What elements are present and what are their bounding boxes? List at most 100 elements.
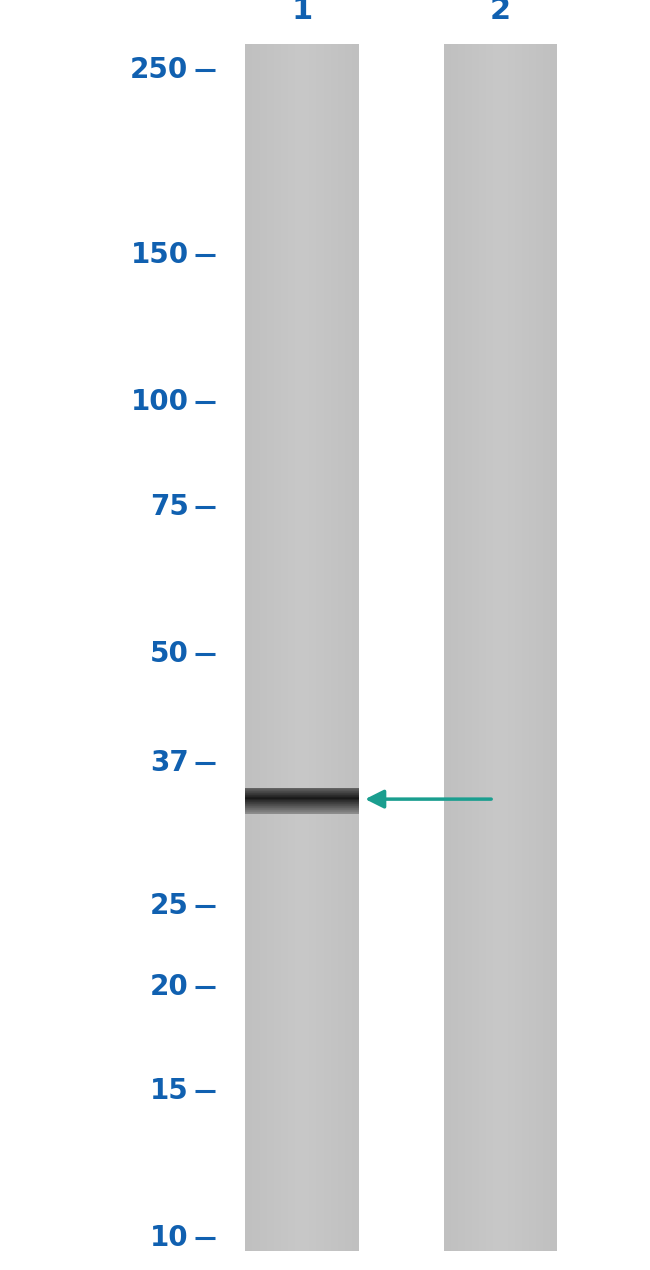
Bar	[523, 44, 525, 1251]
Bar	[315, 44, 317, 1251]
Text: 1: 1	[292, 0, 313, 25]
Bar	[282, 44, 284, 1251]
Bar	[263, 44, 264, 1251]
Bar	[488, 44, 489, 1251]
Bar	[264, 44, 265, 1251]
Bar	[325, 44, 326, 1251]
Bar	[508, 44, 509, 1251]
Bar	[452, 44, 454, 1251]
Text: 20: 20	[150, 973, 188, 1001]
Bar	[349, 44, 350, 1251]
Bar	[543, 44, 545, 1251]
Bar	[320, 44, 322, 1251]
Bar	[450, 44, 452, 1251]
Bar	[313, 44, 315, 1251]
Bar	[278, 44, 280, 1251]
Bar	[250, 44, 251, 1251]
Bar	[271, 44, 272, 1251]
Bar	[275, 44, 277, 1251]
Bar	[295, 44, 296, 1251]
Bar	[292, 44, 294, 1251]
Bar	[247, 44, 248, 1251]
Bar	[503, 44, 505, 1251]
Bar	[496, 44, 498, 1251]
Bar	[318, 44, 319, 1251]
Bar	[288, 44, 289, 1251]
Bar	[532, 44, 533, 1251]
Bar	[521, 44, 522, 1251]
Text: 250: 250	[130, 56, 188, 84]
Bar	[265, 44, 266, 1251]
Bar	[465, 44, 467, 1251]
Bar	[302, 44, 304, 1251]
Bar	[291, 44, 292, 1251]
Bar	[546, 44, 547, 1251]
Bar	[536, 44, 538, 1251]
Bar	[551, 44, 552, 1251]
Bar	[335, 44, 337, 1251]
Bar	[458, 44, 460, 1251]
Bar	[473, 44, 475, 1251]
Bar	[456, 44, 458, 1251]
Bar	[514, 44, 515, 1251]
Bar	[319, 44, 320, 1251]
Text: 150: 150	[131, 241, 188, 269]
Bar	[254, 44, 255, 1251]
Bar	[301, 44, 302, 1251]
Bar	[547, 44, 549, 1251]
Bar	[309, 44, 311, 1251]
Bar	[461, 44, 462, 1251]
Bar	[469, 44, 471, 1251]
Bar	[478, 44, 479, 1251]
Bar	[339, 44, 341, 1251]
Bar	[460, 44, 461, 1251]
Bar	[517, 44, 519, 1251]
Bar	[516, 44, 517, 1251]
Text: 2: 2	[490, 0, 511, 25]
Bar	[324, 44, 325, 1251]
Bar	[331, 44, 332, 1251]
Bar	[443, 44, 445, 1251]
Bar	[541, 44, 543, 1251]
Bar	[493, 44, 495, 1251]
Bar	[489, 44, 491, 1251]
Bar	[274, 44, 275, 1251]
Bar	[491, 44, 492, 1251]
Bar	[510, 44, 512, 1251]
Bar	[354, 44, 355, 1251]
Bar	[289, 44, 291, 1251]
Bar	[462, 44, 463, 1251]
Bar	[505, 44, 506, 1251]
Bar	[549, 44, 551, 1251]
Bar	[479, 44, 480, 1251]
Bar	[322, 44, 324, 1251]
Bar	[530, 44, 532, 1251]
Bar	[294, 44, 295, 1251]
Bar	[255, 44, 257, 1251]
Bar	[268, 44, 270, 1251]
Bar	[528, 44, 529, 1251]
Bar	[445, 44, 447, 1251]
Bar	[272, 44, 274, 1251]
Bar	[526, 44, 528, 1251]
Bar	[512, 44, 514, 1251]
Bar	[502, 44, 503, 1251]
Bar	[538, 44, 539, 1251]
Bar	[312, 44, 313, 1251]
Bar	[338, 44, 339, 1251]
Bar	[355, 44, 356, 1251]
Bar	[552, 44, 553, 1251]
Bar	[554, 44, 556, 1251]
Bar	[330, 44, 331, 1251]
Bar	[317, 44, 318, 1251]
Bar	[356, 44, 358, 1251]
Bar	[545, 44, 546, 1251]
Text: 37: 37	[150, 749, 188, 777]
Bar	[252, 44, 254, 1251]
Bar	[522, 44, 523, 1251]
Bar	[308, 44, 309, 1251]
Bar	[277, 44, 278, 1251]
Bar	[534, 44, 536, 1251]
Bar	[341, 44, 342, 1251]
Bar	[246, 44, 247, 1251]
